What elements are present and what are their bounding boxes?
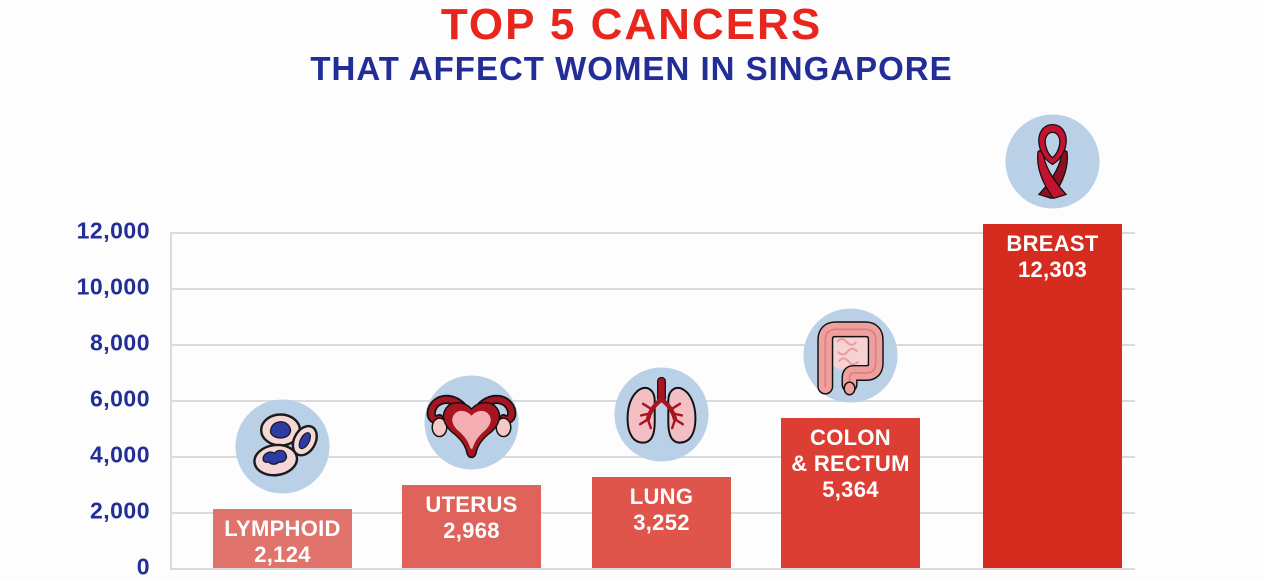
bar-breast: BREAST 12,303 <box>983 224 1122 568</box>
bar-label-breast: BREAST <box>1006 231 1099 256</box>
bar-label-colon-line2: & RECTUM <box>791 451 910 476</box>
gridline <box>170 344 1135 346</box>
bar-label-lung: LUNG <box>629 484 694 509</box>
lungs-icon <box>614 367 709 462</box>
y-axis-tick-label: 4,000 <box>89 441 150 468</box>
bar-colon-rectum: COLON & RECTUM 5,364 <box>781 418 920 568</box>
bar-group-lymphoid: LYMPHOID 2,124 <box>213 398 352 568</box>
bar-lymphoid: LYMPHOID 2,124 <box>213 509 352 568</box>
chart-title: TOP 5 CANCERS <box>440 0 823 49</box>
bar-value-lymphoid: 2,124 <box>254 542 311 567</box>
breast-ribbon-icon <box>1005 114 1100 209</box>
bar-group-colon-rectum: COLON & RECTUM 5,364 <box>781 307 920 568</box>
y-axis-tick-label: 0 <box>136 553 150 579</box>
bar-value-lung: 3,252 <box>633 510 690 535</box>
colon-icon <box>803 308 898 403</box>
chart-subtitle: THAT AFFECT WOMEN IN SINGAPORE <box>310 50 953 87</box>
gridline <box>170 288 1135 290</box>
bar-group-breast: BREAST 12,303 <box>983 113 1122 568</box>
bar-value-breast: 12,303 <box>1017 257 1088 282</box>
uterus-icon <box>424 375 519 470</box>
bar-label-lymphoid: LYMPHOID <box>224 516 341 541</box>
y-axis-line <box>170 232 172 568</box>
y-axis-tick-label: 2,000 <box>89 497 150 524</box>
y-axis-tick-label: 8,000 <box>89 329 150 356</box>
bar-value-colon-rectum: 5,364 <box>822 477 879 502</box>
bar-value-uterus: 2,968 <box>443 518 500 543</box>
y-axis-tick-label: 12,000 <box>76 217 150 244</box>
lymphoid-cells-icon <box>235 399 330 494</box>
bar-label-uterus: UTERUS <box>425 492 518 517</box>
bar-group-lung: LUNG 3,252 <box>592 366 731 568</box>
gridline <box>170 232 1135 234</box>
bar-uterus: UTERUS 2,968 <box>402 485 541 568</box>
bar-lung: LUNG 3,252 <box>592 477 731 568</box>
y-axis-tick-label: 6,000 <box>89 385 150 412</box>
bar-group-uterus: UTERUS 2,968 <box>402 374 541 568</box>
y-axis-tick-label: 10,000 <box>76 273 150 300</box>
bar-label-colon-line1: COLON <box>810 425 891 450</box>
gridline <box>170 568 1135 570</box>
